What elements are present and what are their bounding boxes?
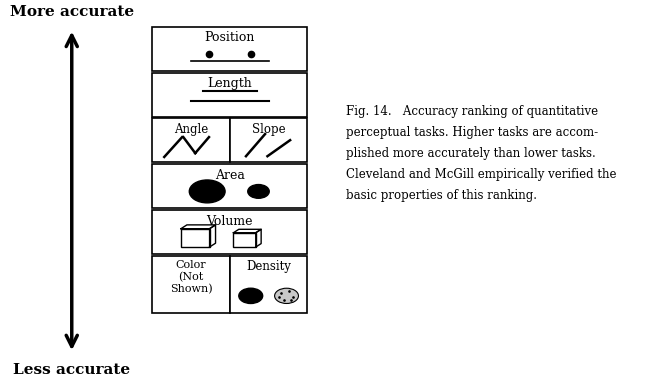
Text: Less accurate: Less accurate (13, 363, 130, 377)
Bar (152, 73, 307, 117)
Text: Angle: Angle (174, 123, 208, 136)
Text: Density: Density (246, 260, 291, 273)
Text: basic properties of this ranking.: basic properties of this ranking. (346, 189, 537, 202)
Text: Length: Length (208, 77, 252, 90)
Circle shape (189, 180, 225, 203)
Text: More accurate: More accurate (10, 5, 134, 19)
Text: Slope: Slope (252, 123, 285, 136)
Bar (152, 119, 230, 162)
Bar (152, 256, 230, 313)
Text: perceptual tasks. Higher tasks are accom-: perceptual tasks. Higher tasks are accom… (346, 126, 599, 139)
Text: Color
(Not
Shown): Color (Not Shown) (170, 260, 212, 294)
Bar (230, 119, 307, 162)
Bar (152, 164, 307, 208)
Text: Fig. 14.   Accuracy ranking of quantitative: Fig. 14. Accuracy ranking of quantitativ… (346, 105, 599, 118)
Text: plished more accurately than lower tasks.: plished more accurately than lower tasks… (346, 147, 596, 160)
Circle shape (248, 184, 269, 198)
Text: Position: Position (205, 32, 255, 44)
Text: Area: Area (215, 169, 245, 182)
Text: Cleveland and McGill empirically verified the: Cleveland and McGill empirically verifie… (346, 168, 617, 181)
Circle shape (275, 288, 298, 303)
Bar (181, 229, 210, 247)
Text: Volume: Volume (206, 214, 253, 228)
Bar (152, 210, 307, 254)
Bar (152, 27, 307, 71)
Circle shape (238, 288, 263, 303)
Bar (230, 256, 307, 313)
Bar (233, 233, 256, 247)
